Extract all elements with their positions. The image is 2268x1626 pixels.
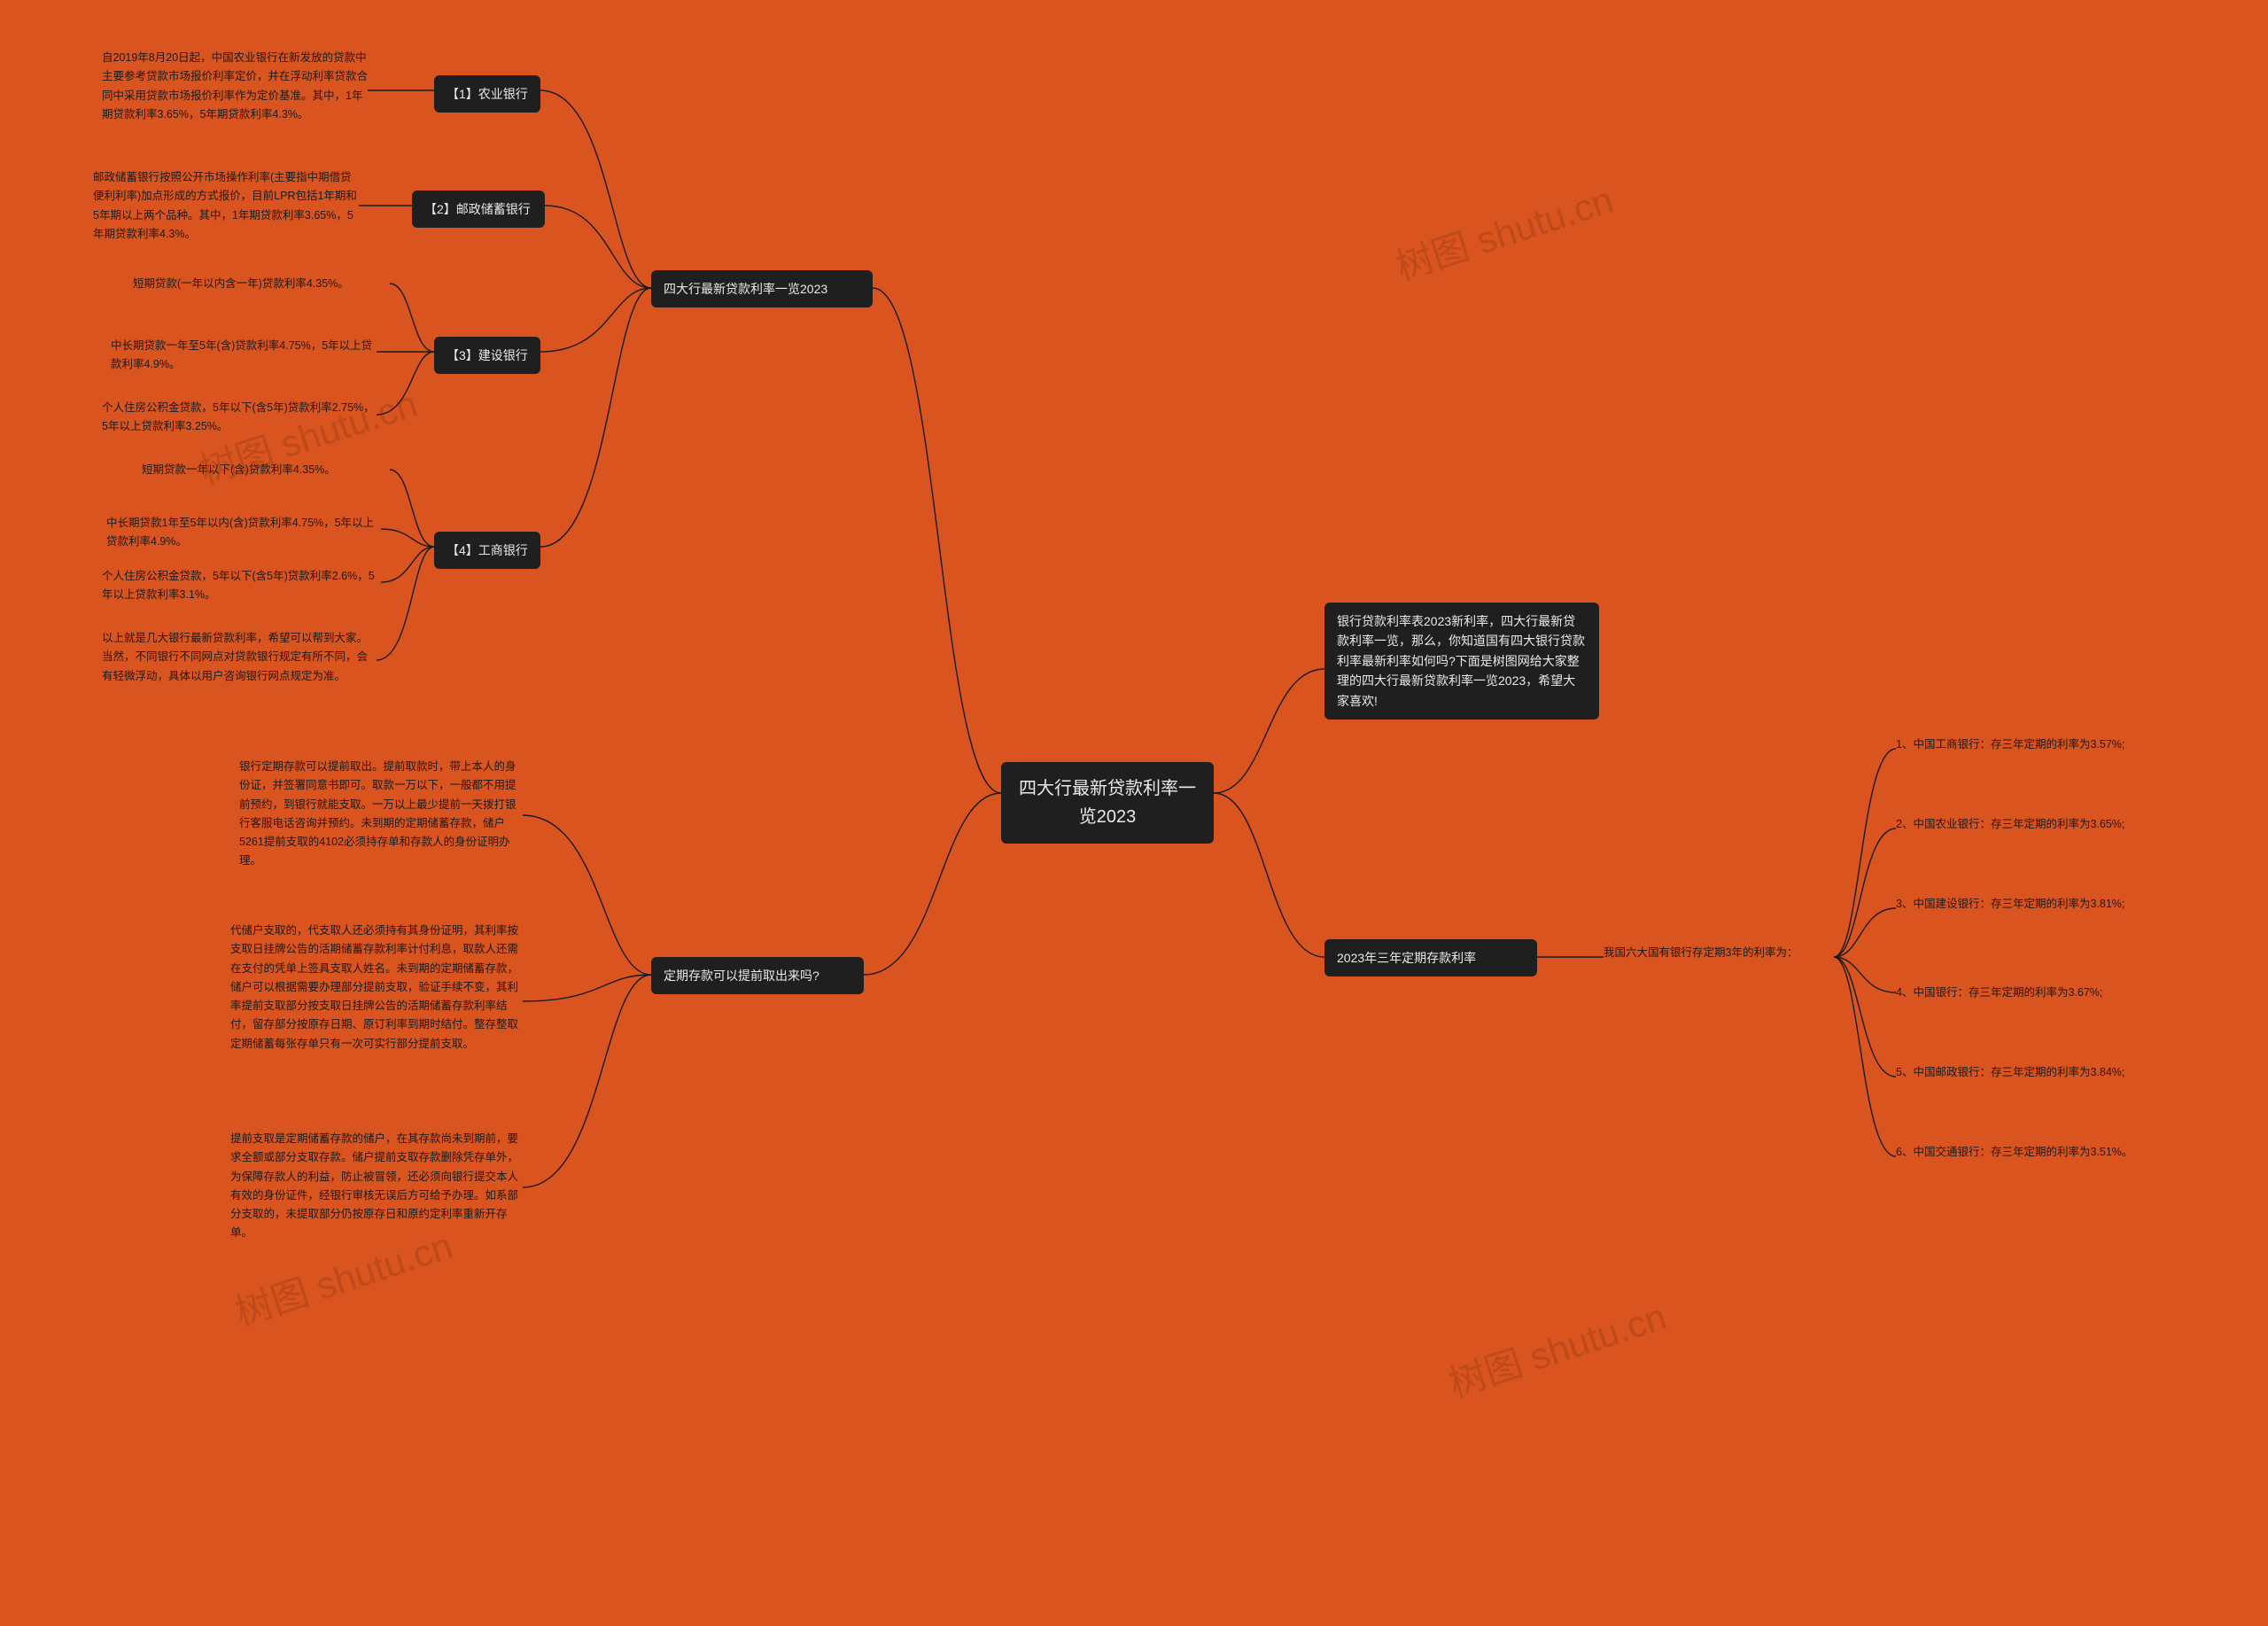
withdraw-label: 定期存款可以提前取出来吗? (664, 969, 819, 983)
bank-psbc-label: 【2】邮政储蓄银行 (424, 202, 531, 216)
deposit-leaf-2: 2、中国农业银行：存三年定期的利率为3.65%; (1896, 815, 2179, 834)
bank-icbc-leaf-4: 以上就是几大银行最新贷款利率，希望可以帮到大家。当然，不同银行不同网点对贷款银行… (102, 629, 377, 686)
bank-ccb-label: 【3】建设银行 (447, 348, 528, 362)
intro-node[interactable]: 银行贷款利率表2023新利率，四大行最新贷款利率一览，那么，你知道国有四大银行贷… (1324, 603, 1599, 720)
deposit-leaf-4: 4、中国银行：存三年定期的利率为3.67%; (1896, 984, 2179, 1002)
bank-abc-label: 【1】农业银行 (447, 87, 528, 101)
bank-abc-leaf: 自2019年8月20日起，中国农业银行在新发放的贷款中主要参考贷款市场报价利率定… (102, 49, 368, 124)
withdraw-leaf-2: 代储户支取的，代支取人还必须持有其身份证明，其利率按支取日挂牌公告的活期储蓄存款… (230, 922, 523, 1054)
root-label: 四大行最新贷款利率一览2023 (1019, 779, 1196, 827)
loan-rates-node[interactable]: 四大行最新贷款利率一览2023 (651, 270, 873, 307)
deposit-leaf-1: 1、中国工商银行：存三年定期的利率为3.57%; (1896, 735, 2179, 754)
bank-icbc-leaf-2: 中长期贷款1年至5年以内(含)贷款利率4.75%，5年以上贷款利率4.9%。 (106, 514, 381, 552)
deposit-rate-node[interactable]: 2023年三年定期存款利率 (1324, 939, 1537, 976)
deposit-rate-mid: 我国六大国有银行存定期3年的利率为： (1604, 944, 1834, 962)
bank-ccb-leaf-1: 短期贷款(一年以内含一年)贷款利率4.35%。 (133, 275, 390, 293)
intro-text: 银行贷款利率表2023新利率，四大行最新贷款利率一览，那么，你知道国有四大银行贷… (1337, 614, 1585, 708)
bank-icbc-leaf-1: 短期贷款一年以下(含)贷款利率4.35%。 (142, 461, 390, 479)
bank-psbc-node[interactable]: 【2】邮政储蓄银行 (412, 191, 545, 228)
deposit-leaf-3: 3、中国建设银行：存三年定期的利率为3.81%; (1896, 895, 2179, 914)
watermark: 树图 shutu.cn (1441, 1287, 1673, 1408)
deposit-rate-label: 2023年三年定期存款利率 (1337, 951, 1476, 965)
deposit-leaf-5: 5、中国邮政银行：存三年定期的利率为3.84%; (1896, 1063, 2179, 1082)
bank-psbc-leaf: 邮政储蓄银行按照公开市场操作利率(主要指中期借贷便利利率)加点形成的方式报价，目… (93, 168, 359, 244)
bank-abc-node[interactable]: 【1】农业银行 (434, 75, 540, 113)
loan-rates-label: 四大行最新贷款利率一览2023 (664, 282, 827, 296)
watermark: 树图 shutu.cn (1388, 170, 1619, 292)
bank-icbc-label: 【4】工商银行 (447, 543, 528, 557)
bank-icbc-leaf-3: 个人住房公积金贷款，5年以下(含5年)贷款利率2.6%，5年以上贷款利率3.1%… (102, 567, 381, 605)
withdraw-leaf-3: 提前支取是定期储蓄存款的储户，在其存款尚未到期前，要求全额或部分支取存款。储户提… (230, 1130, 523, 1243)
deposit-leaf-6: 6、中国交通银行：存三年定期的利率为3.51%。 (1896, 1143, 2179, 1162)
withdraw-node[interactable]: 定期存款可以提前取出来吗? (651, 957, 864, 994)
root-node[interactable]: 四大行最新贷款利率一览2023 (1001, 762, 1214, 844)
bank-icbc-node[interactable]: 【4】工商银行 (434, 532, 540, 569)
withdraw-leaf-1: 银行定期存款可以提前取出。提前取款时，带上本人的身份证，并签署同意书即可。取款一… (239, 758, 523, 871)
bank-ccb-leaf-3: 个人住房公积金贷款，5年以下(含5年)贷款利率2.75%，5年以上贷款利率3.2… (102, 399, 377, 437)
bank-ccb-node[interactable]: 【3】建设银行 (434, 337, 540, 374)
bank-ccb-leaf-2: 中长期贷款一年至5年(含)贷款利率4.75%，5年以上贷款利率4.9%。 (111, 337, 377, 375)
